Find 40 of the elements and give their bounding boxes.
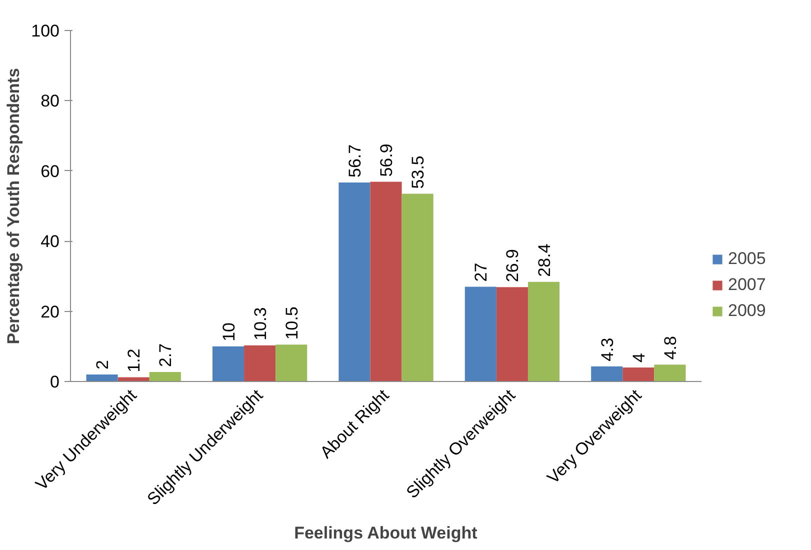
- data-label: 10.5: [282, 306, 302, 340]
- y-tick-label: 0: [50, 372, 60, 392]
- data-label: 28.4: [534, 244, 554, 277]
- bar: [212, 346, 244, 382]
- data-label: 4.8: [660, 336, 680, 360]
- data-label: 10: [219, 322, 238, 342]
- data-label: 4.3: [598, 338, 617, 362]
- y-tick-label: 40: [40, 232, 60, 252]
- data-label: 2: [93, 360, 112, 370]
- legend-label: 2007: [728, 275, 766, 295]
- bar: [528, 282, 560, 382]
- bar: [370, 182, 402, 382]
- data-label: 53.5: [408, 156, 428, 189]
- bar: [654, 364, 686, 382]
- data-label: 56.9: [377, 144, 396, 177]
- bar: [244, 345, 276, 382]
- bar: [86, 374, 118, 382]
- data-label: 26.9: [503, 248, 522, 282]
- bar: [622, 367, 654, 382]
- bar: [338, 182, 370, 382]
- data-label: 10.3: [250, 307, 270, 340]
- bar: [276, 344, 308, 382]
- x-axis-title: Feelings About Weight: [294, 524, 478, 543]
- bar: [464, 286, 496, 382]
- y-tick-label: 80: [40, 92, 60, 111]
- y-tick-label: 100: [31, 22, 60, 40]
- data-label: 27: [472, 262, 491, 282]
- y-tick-label: 60: [40, 162, 60, 181]
- legend-label: 2009: [728, 301, 766, 321]
- bar: [496, 287, 528, 382]
- data-label: 2.7: [156, 343, 176, 368]
- y-tick-label: 20: [40, 302, 60, 322]
- bar: [591, 366, 623, 382]
- data-label: 1.2: [124, 348, 144, 372]
- legend-label: 2005: [728, 249, 766, 269]
- data-label: 56.7: [345, 144, 364, 178]
- data-label: 4: [629, 352, 648, 362]
- y-axis-title: Percentage of Youth Respondents: [4, 68, 24, 344]
- bar: [402, 194, 434, 382]
- bar: [149, 372, 181, 382]
